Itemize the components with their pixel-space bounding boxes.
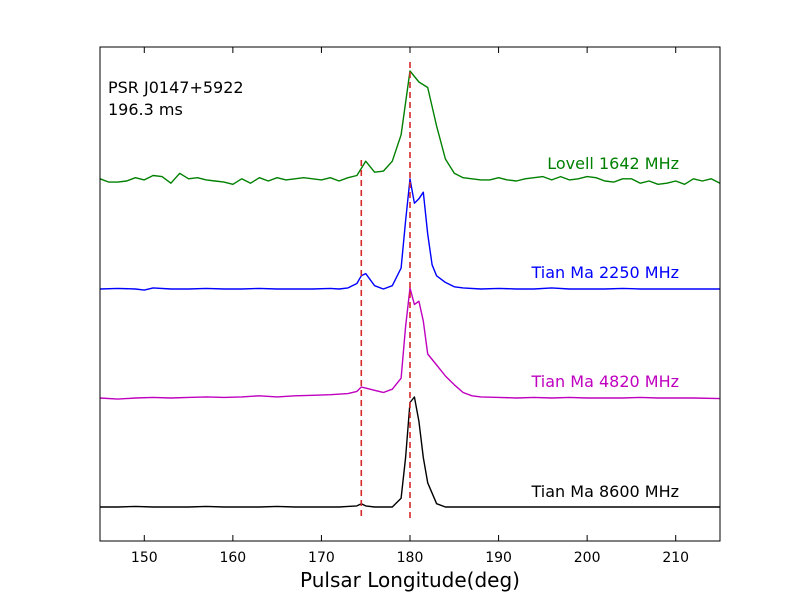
x-tick-label-2: 170 (308, 550, 335, 566)
x-tick-label-0: 150 (131, 550, 158, 566)
series-label-1: Tian Ma 2250 MHz (531, 263, 680, 282)
x-axis-ticks: 150 160 170 180 190 200 210 (131, 47, 689, 566)
x-tick-label-3: 180 (397, 550, 424, 566)
x-tick-label-4: 190 (485, 550, 512, 566)
series-label-3: Tian Ma 8600 MHz (531, 482, 680, 501)
reference-lines (360, 62, 411, 518)
series-labels: Lovell 1642 MHz Tian Ma 2250 MHz Tian Ma 4… (531, 154, 680, 501)
pulsar-name: PSR J0147+5922 (108, 78, 244, 97)
series-label-0: Lovell 1642 MHz (547, 154, 679, 173)
pulsar-period: 196.3 ms (108, 100, 183, 119)
x-axis-title: Pulsar Longitude(deg) (300, 568, 520, 592)
x-tick-label-6: 210 (662, 550, 689, 566)
x-tick-label-5: 200 (574, 550, 601, 566)
series-line-0 (99, 70, 721, 186)
series-label-2: Tian Ma 4820 MHz (531, 372, 680, 391)
series-line-3 (100, 396, 720, 508)
x-tick-label-1: 160 (219, 550, 246, 566)
series-line-1 (99, 178, 720, 291)
